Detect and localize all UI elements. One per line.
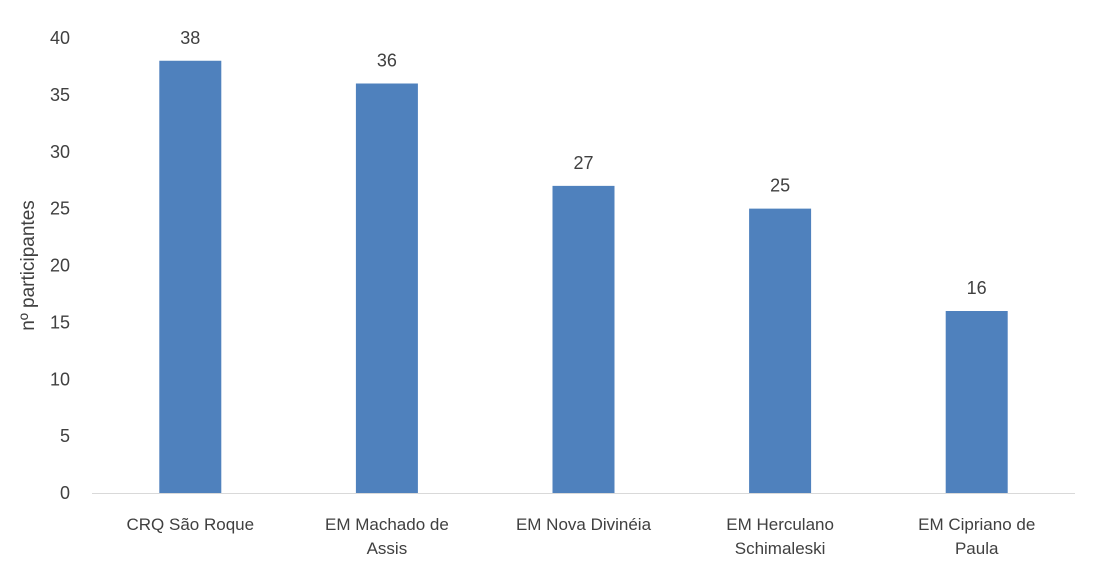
x-tick-label: EM Nova Divinéia	[516, 515, 652, 534]
y-tick-label: 30	[50, 142, 70, 162]
bar	[552, 185, 615, 493]
x-tick-label: EM Cipriano de Paula	[918, 515, 1035, 558]
y-tick-label: 10	[50, 369, 70, 389]
y-tick-label: 20	[50, 256, 70, 276]
data-label: 27	[573, 153, 593, 173]
y-axis-title: nº participantes	[18, 200, 39, 331]
data-labels: 38 36 27 25 16	[180, 28, 986, 298]
x-tick-label: EM Herculano Schimaleski	[726, 515, 834, 558]
bar	[159, 60, 222, 493]
y-tick-label: 35	[50, 85, 70, 105]
y-axis-ticks: 0 5 10 15 20 25 30 35 40	[50, 28, 70, 503]
data-label: 25	[770, 176, 790, 196]
data-label: 16	[967, 278, 987, 298]
y-tick-label: 5	[60, 426, 70, 446]
x-tick-label: CRQ São Roque	[127, 515, 255, 534]
y-tick-label: 40	[50, 28, 70, 48]
x-tick-label: EM Machado de Assis	[325, 515, 449, 558]
data-label: 36	[377, 51, 397, 71]
data-label: 38	[180, 28, 200, 48]
y-tick-label: 0	[60, 483, 70, 503]
bar	[945, 311, 1008, 493]
bar	[749, 208, 812, 493]
category-labels: CRQ São Roque EM Machado de Assis EM Nova D…	[127, 515, 1036, 558]
bar	[355, 83, 418, 493]
bars	[159, 60, 1008, 493]
y-tick-label: 15	[50, 312, 70, 332]
y-tick-label: 25	[50, 199, 70, 219]
